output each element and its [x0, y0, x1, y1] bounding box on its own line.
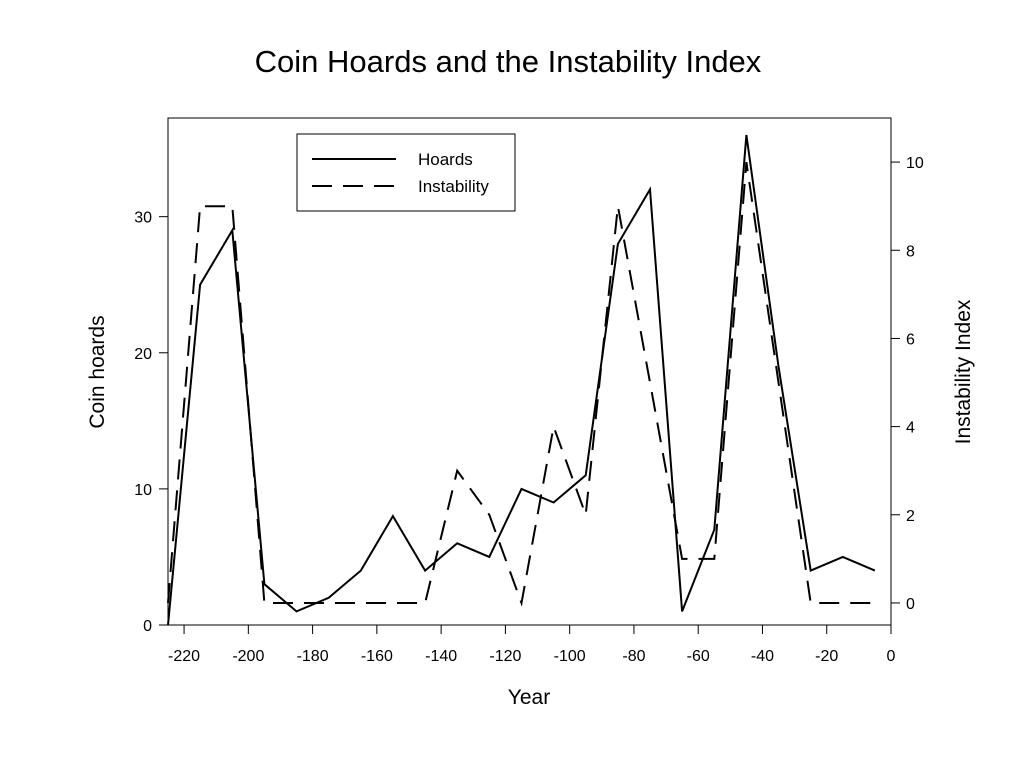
y-tick-label: 30 [134, 210, 152, 227]
x-axis-title: Year [508, 686, 550, 709]
x-tick-label: -60 [687, 648, 710, 665]
series-line-instability [167, 161, 875, 607]
y2-tick-label: 8 [906, 243, 915, 260]
x-tick-label: -160 [361, 648, 393, 665]
x-tick-label: 0 [887, 648, 896, 665]
y2-axis-ticks: 0 2 4 6 8 10 [891, 155, 924, 613]
x-tick-label: -80 [622, 648, 645, 665]
x-tick-label: -20 [815, 648, 838, 665]
y-tick-label: 0 [143, 618, 152, 635]
y2-axis-title: Instability Index [952, 299, 975, 444]
series-layer [167, 134, 876, 626]
legend-label-instability: Instability [418, 177, 489, 196]
y-axis-title: Coin hoards [86, 315, 109, 428]
legend-label-hoards: Hoards [418, 150, 473, 169]
plot-frame [167, 117, 892, 626]
x-tick-label: -200 [232, 648, 264, 665]
x-tick-label: -120 [489, 648, 521, 665]
x-axis-ticks: -220 -200 -180 -160 -140 -120 -100 -80 -60 -40 -20… [168, 625, 896, 665]
y-tick-label: 10 [134, 482, 152, 499]
legend-box [296, 133, 516, 212]
x-tick-label: -220 [168, 648, 200, 665]
x-tick-label: -40 [751, 648, 774, 665]
y2-tick-label: 4 [906, 420, 915, 437]
y-tick-label: 20 [134, 346, 152, 363]
chart-title: Coin Hoards and the Instability Index [255, 44, 762, 79]
y2-tick-label: 10 [906, 155, 924, 172]
series-line-hoards [167, 134, 876, 626]
y2-tick-label: 2 [906, 508, 915, 525]
y2-tick-label: 6 [906, 331, 915, 348]
x-tick-label: -140 [425, 648, 457, 665]
legend: Hoards Instability [296, 133, 516, 212]
x-tick-label: -100 [554, 648, 586, 665]
y2-tick-label: 0 [906, 596, 915, 613]
x-tick-label: -180 [297, 648, 329, 665]
y-axis-ticks: 0 10 20 30 [134, 210, 168, 635]
